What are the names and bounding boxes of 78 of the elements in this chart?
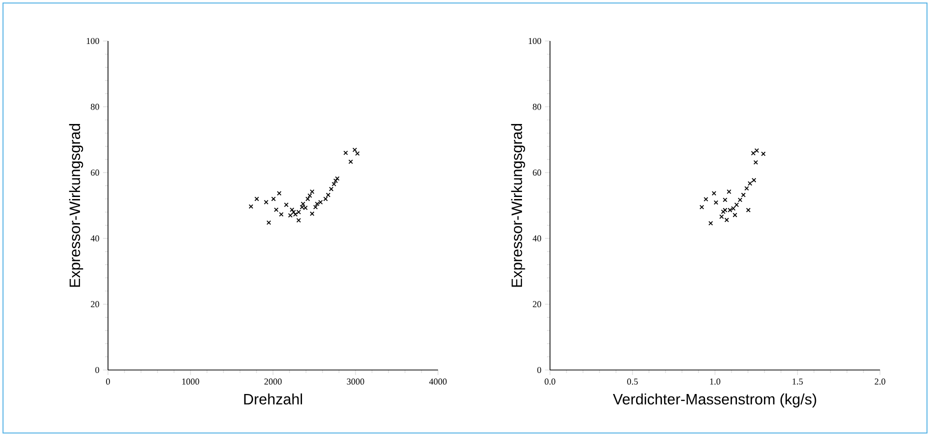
- point: [704, 196, 708, 202]
- y-tick-label: 40: [90, 235, 100, 242]
- y-tick-label: 100: [528, 38, 542, 44]
- y-tick-label: 100: [86, 38, 100, 44]
- point: [323, 196, 328, 202]
- y-tick-label: 40: [532, 235, 542, 242]
- point: [352, 148, 358, 152]
- point: [278, 212, 284, 217]
- x-tick-label: 1000: [182, 378, 200, 385]
- y-tick-label: 80: [90, 104, 100, 110]
- point: [761, 152, 766, 156]
- point: [333, 178, 338, 184]
- y-axis-title: Expressor-Wirkungsgrad: [69, 124, 84, 287]
- x-tick-label: 1.5: [792, 378, 803, 385]
- point: [303, 206, 308, 210]
- point: [254, 196, 260, 202]
- point: [248, 204, 254, 209]
- point: [332, 182, 336, 186]
- point: [276, 191, 282, 196]
- y-tick-label: 60: [532, 170, 542, 176]
- y-tick-label: 0: [95, 366, 100, 374]
- point: [328, 186, 334, 192]
- point: [754, 148, 760, 153]
- point: [738, 198, 742, 202]
- point: [300, 202, 306, 206]
- point: [732, 212, 738, 218]
- point: [726, 189, 732, 194]
- point: [752, 178, 756, 182]
- point: [724, 218, 729, 222]
- y-tick-label: 20: [532, 301, 542, 308]
- y-axis-title: Expressor-Wirkungsgrad: [511, 124, 526, 287]
- point: [731, 206, 736, 211]
- y-tick-label: 0: [537, 366, 542, 374]
- x-axis-title: Drehzahl: [244, 393, 302, 404]
- point: [748, 181, 752, 186]
- point: [753, 160, 758, 165]
- point: [266, 220, 272, 225]
- x-tick-label: 2000: [264, 378, 282, 385]
- point: [326, 192, 330, 198]
- x-tick-label: 0: [106, 378, 110, 385]
- point: [714, 200, 718, 205]
- point: [734, 202, 739, 208]
- point: [284, 202, 289, 208]
- point: [310, 189, 314, 194]
- point: [318, 200, 323, 204]
- point: [746, 208, 751, 212]
- x-tick-label: 2.0: [874, 378, 886, 385]
- y-tick-label: 60: [90, 170, 100, 176]
- point: [300, 204, 304, 210]
- point: [305, 196, 310, 202]
- point: [750, 150, 756, 156]
- x-tick-label: 3000: [346, 378, 364, 385]
- point: [308, 193, 312, 198]
- point: [271, 196, 276, 202]
- point: [700, 204, 704, 210]
- point: [744, 186, 749, 191]
- point: [310, 211, 314, 216]
- point: [314, 202, 320, 206]
- x-tick-label: 0.5: [627, 378, 638, 385]
- point: [264, 200, 268, 204]
- point: [355, 151, 360, 156]
- x-axis-title: Verdichter-Massenstrom (kg/s): [612, 394, 816, 408]
- point: [708, 220, 713, 226]
- point: [274, 207, 279, 212]
- point: [343, 150, 348, 156]
- y-tick-label: 80: [532, 104, 542, 110]
- x-tick-label: 0.0: [544, 378, 556, 385]
- point: [348, 159, 354, 164]
- point: [334, 176, 340, 181]
- point: [719, 214, 724, 219]
- point: [296, 218, 301, 223]
- y-tick-label: 20: [90, 301, 100, 308]
- point: [741, 192, 746, 198]
- x-tick-label: 4000: [429, 378, 447, 385]
- x-tick-label: 1.0: [710, 378, 720, 385]
- point: [313, 204, 318, 210]
- point: [712, 191, 716, 196]
- point: [722, 198, 728, 202]
